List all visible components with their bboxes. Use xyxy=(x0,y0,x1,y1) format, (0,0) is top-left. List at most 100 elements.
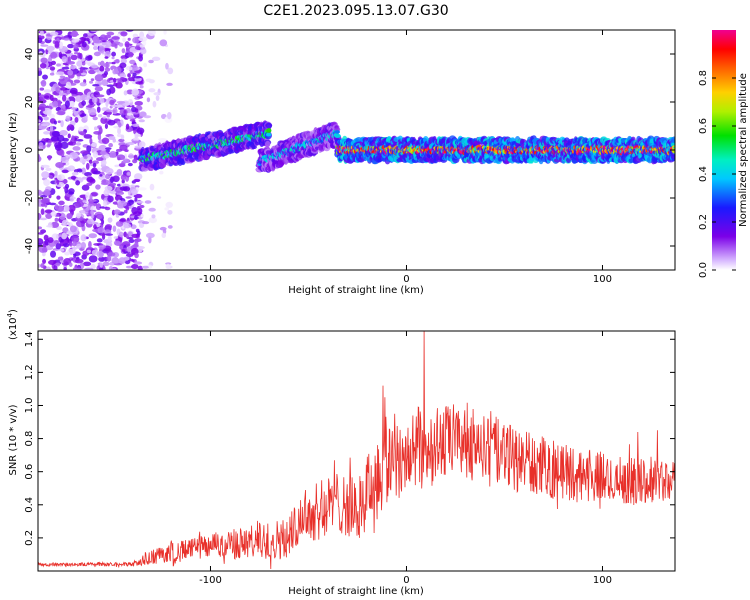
spectrogram-cell xyxy=(104,123,109,129)
spectrogram-cell xyxy=(69,225,77,233)
spectrogram-cell xyxy=(78,199,83,203)
spectrogram-cell xyxy=(111,257,120,264)
spectrogram-cell xyxy=(89,137,93,145)
spectrogram-cell xyxy=(118,231,124,238)
spectrogram-cell xyxy=(46,109,52,116)
spectrogram-cell xyxy=(56,63,61,67)
spectrogram-cell xyxy=(107,217,113,223)
spectrogram-cell xyxy=(134,132,139,139)
spectrogram-cell xyxy=(57,120,62,124)
spectrogram-cell xyxy=(92,83,100,87)
spectrogram-cell xyxy=(159,170,164,175)
spectrogram-cell xyxy=(76,138,84,142)
spectrogram-cell xyxy=(99,262,103,268)
spectrogram-cell xyxy=(81,100,86,106)
spectrogram-cell xyxy=(104,67,111,72)
spectrogram-cell xyxy=(139,44,145,48)
spectrogram-cell xyxy=(126,220,132,224)
spectrogram-cell xyxy=(159,226,167,231)
spectrogram-cell xyxy=(135,228,140,233)
spectrogram-cell xyxy=(115,82,123,89)
spectrogram-cell xyxy=(164,207,170,211)
spectrogram-cell xyxy=(166,82,173,86)
spectrogram-cell xyxy=(46,45,55,52)
spectrogram-cell xyxy=(66,222,73,226)
spectrogram-cell xyxy=(139,47,147,55)
spectrogram-cell xyxy=(88,159,93,164)
spectrogram-cell xyxy=(111,36,120,40)
spectrogram-cell xyxy=(101,42,107,46)
spectrogram-cell xyxy=(111,51,116,57)
spectrogram-cell xyxy=(55,71,65,76)
spectrogram-cell xyxy=(126,114,134,120)
spectrogram-cell xyxy=(136,200,144,204)
spectrogram-cell xyxy=(138,36,148,42)
spectrogram-cell xyxy=(67,69,74,76)
spectrogram-cell xyxy=(87,218,95,225)
spectrogram-cell xyxy=(121,249,126,252)
spectrogram-cell xyxy=(92,151,98,158)
spectrogram-cell xyxy=(73,79,81,84)
spectrogram-cell xyxy=(127,77,135,82)
spectrogram-cell xyxy=(131,263,139,270)
spectrogram-cell xyxy=(116,168,123,176)
spectrogram-cell xyxy=(81,184,90,191)
spectrogram-cell xyxy=(127,246,131,253)
spectrogram-cell xyxy=(58,78,65,82)
spectrogram-cell xyxy=(105,167,114,175)
spectrogram-cell xyxy=(55,243,62,250)
spectrogram-cell xyxy=(61,169,69,174)
spectrogram-cell xyxy=(98,244,106,250)
spectrogram-cell xyxy=(158,138,167,142)
spectrogram-cell xyxy=(144,200,152,204)
spectrogram-cell xyxy=(125,206,130,211)
spectrogram-cell xyxy=(84,96,90,101)
spectrogram-cell xyxy=(40,263,45,269)
spectrogram-cell xyxy=(167,209,173,215)
spectrogram-cell xyxy=(119,62,127,69)
spectrogram-cell xyxy=(50,211,57,217)
spectrogram-cell xyxy=(98,97,105,104)
spectrogram-cell xyxy=(43,131,50,135)
spectrogram-cell xyxy=(78,131,86,136)
spectrogram-cell xyxy=(61,104,66,109)
spectrogram-cell xyxy=(38,112,41,117)
spectrogram-cell xyxy=(113,77,117,83)
spectrogram-cell xyxy=(103,200,107,208)
spectrogram-cell xyxy=(61,66,70,70)
spectrogram-cell xyxy=(93,224,97,230)
spectrogram-cell xyxy=(90,78,95,82)
spectrogram-cell xyxy=(106,113,111,118)
spectrogram-cell xyxy=(111,56,115,60)
spectrogram-cell xyxy=(48,174,54,179)
spectrogram-cell xyxy=(118,219,126,222)
spectrogram-cell xyxy=(105,233,113,236)
spectrogram-cell xyxy=(118,257,126,265)
spectrogram-cell xyxy=(50,250,57,258)
spectrogram-cell xyxy=(50,86,56,93)
spectrogram-cell xyxy=(138,119,145,123)
spectrogram-cell xyxy=(126,112,132,116)
spectrogram-cell xyxy=(142,40,147,46)
spectrogram-cell xyxy=(89,194,93,202)
spectrogram-cell xyxy=(133,178,141,182)
spectrogram-cell xyxy=(40,164,50,168)
spectrogram-cell xyxy=(72,44,79,49)
spectrogram-cell xyxy=(72,146,81,151)
spectrogram-cell xyxy=(38,226,43,230)
spectrogram-cell xyxy=(88,255,98,263)
spectrogram-cell xyxy=(85,55,93,61)
spectrogram-cell xyxy=(165,62,169,70)
spectrogram-cell xyxy=(134,241,139,248)
spectrogram-cell xyxy=(133,128,137,135)
spectrogram-cell xyxy=(133,173,143,181)
spectrogram-cell xyxy=(42,74,48,80)
spectrogram-cell xyxy=(167,225,173,229)
spectrogram-cell xyxy=(38,154,41,162)
spectrogram-cell xyxy=(106,84,115,88)
spectrogram-cell xyxy=(65,115,71,122)
spectrogram-cell xyxy=(149,183,155,191)
spectrogram-cell xyxy=(146,97,151,103)
spectrogram-cell xyxy=(107,119,116,126)
spectrogram-cell xyxy=(105,109,113,113)
